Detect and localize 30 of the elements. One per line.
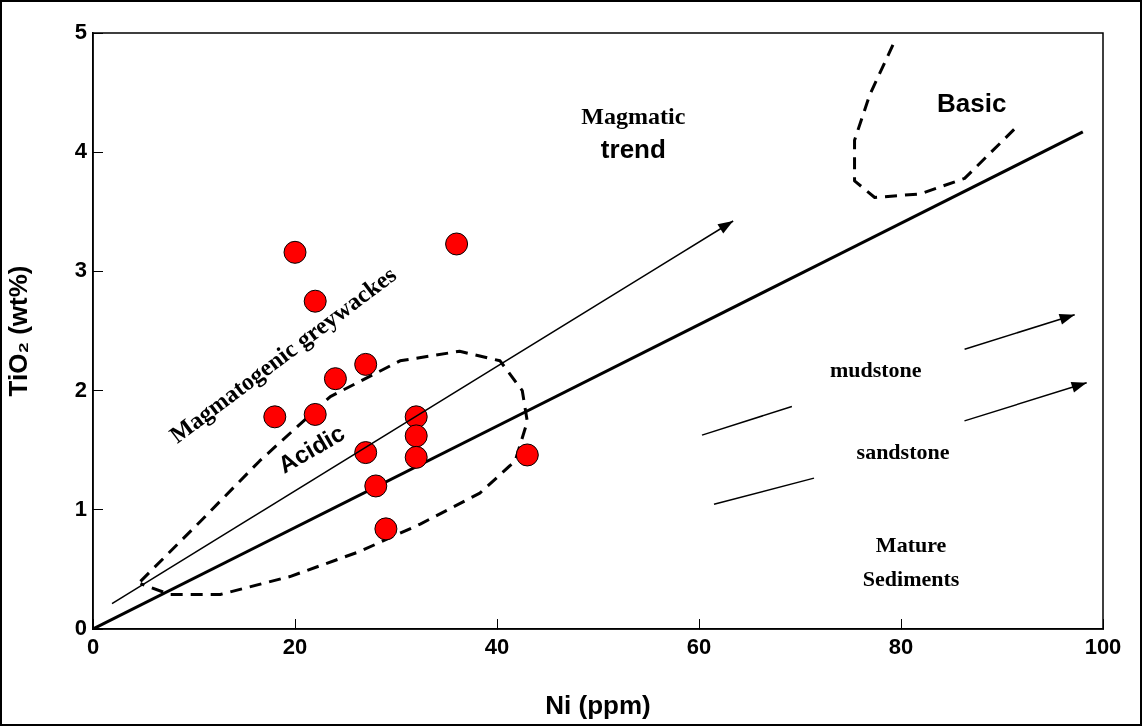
line-series — [853, 43, 1017, 199]
point — [283, 240, 307, 264]
y-axis-title: TiO₂ (wt%) — [2, 265, 33, 397]
y-tick-label: 5 — [74, 19, 87, 45]
point — [445, 232, 469, 256]
annotation: Mature Sediments — [862, 532, 960, 592]
x-tick-label: 20 — [282, 634, 308, 660]
point — [404, 445, 428, 469]
y-tick-label: 2 — [74, 376, 87, 402]
y-tick-label: 4 — [74, 138, 88, 164]
y-tick-label: 0 — [74, 615, 87, 641]
point — [354, 441, 378, 465]
x-tick-label: 80 — [888, 634, 914, 660]
point — [354, 352, 378, 376]
y-tick-label: 3 — [74, 257, 87, 283]
point — [404, 424, 428, 448]
point — [515, 443, 539, 467]
x-tick-label: 100 — [1084, 634, 1122, 660]
x-tick-label: 40 — [484, 634, 510, 660]
point — [303, 402, 327, 426]
annotation: sandstone — [856, 439, 950, 465]
annotation: Magmatic trend — [581, 102, 686, 165]
annotation: mudstone — [829, 357, 922, 383]
point — [323, 367, 347, 391]
x-tick-label: 60 — [686, 634, 712, 660]
point — [364, 474, 388, 498]
annotation: Basic — [937, 87, 1007, 118]
x-axis-title: Ni (ppm) — [545, 689, 651, 720]
point — [374, 517, 398, 541]
y-tick-label: 1 — [74, 495, 87, 521]
